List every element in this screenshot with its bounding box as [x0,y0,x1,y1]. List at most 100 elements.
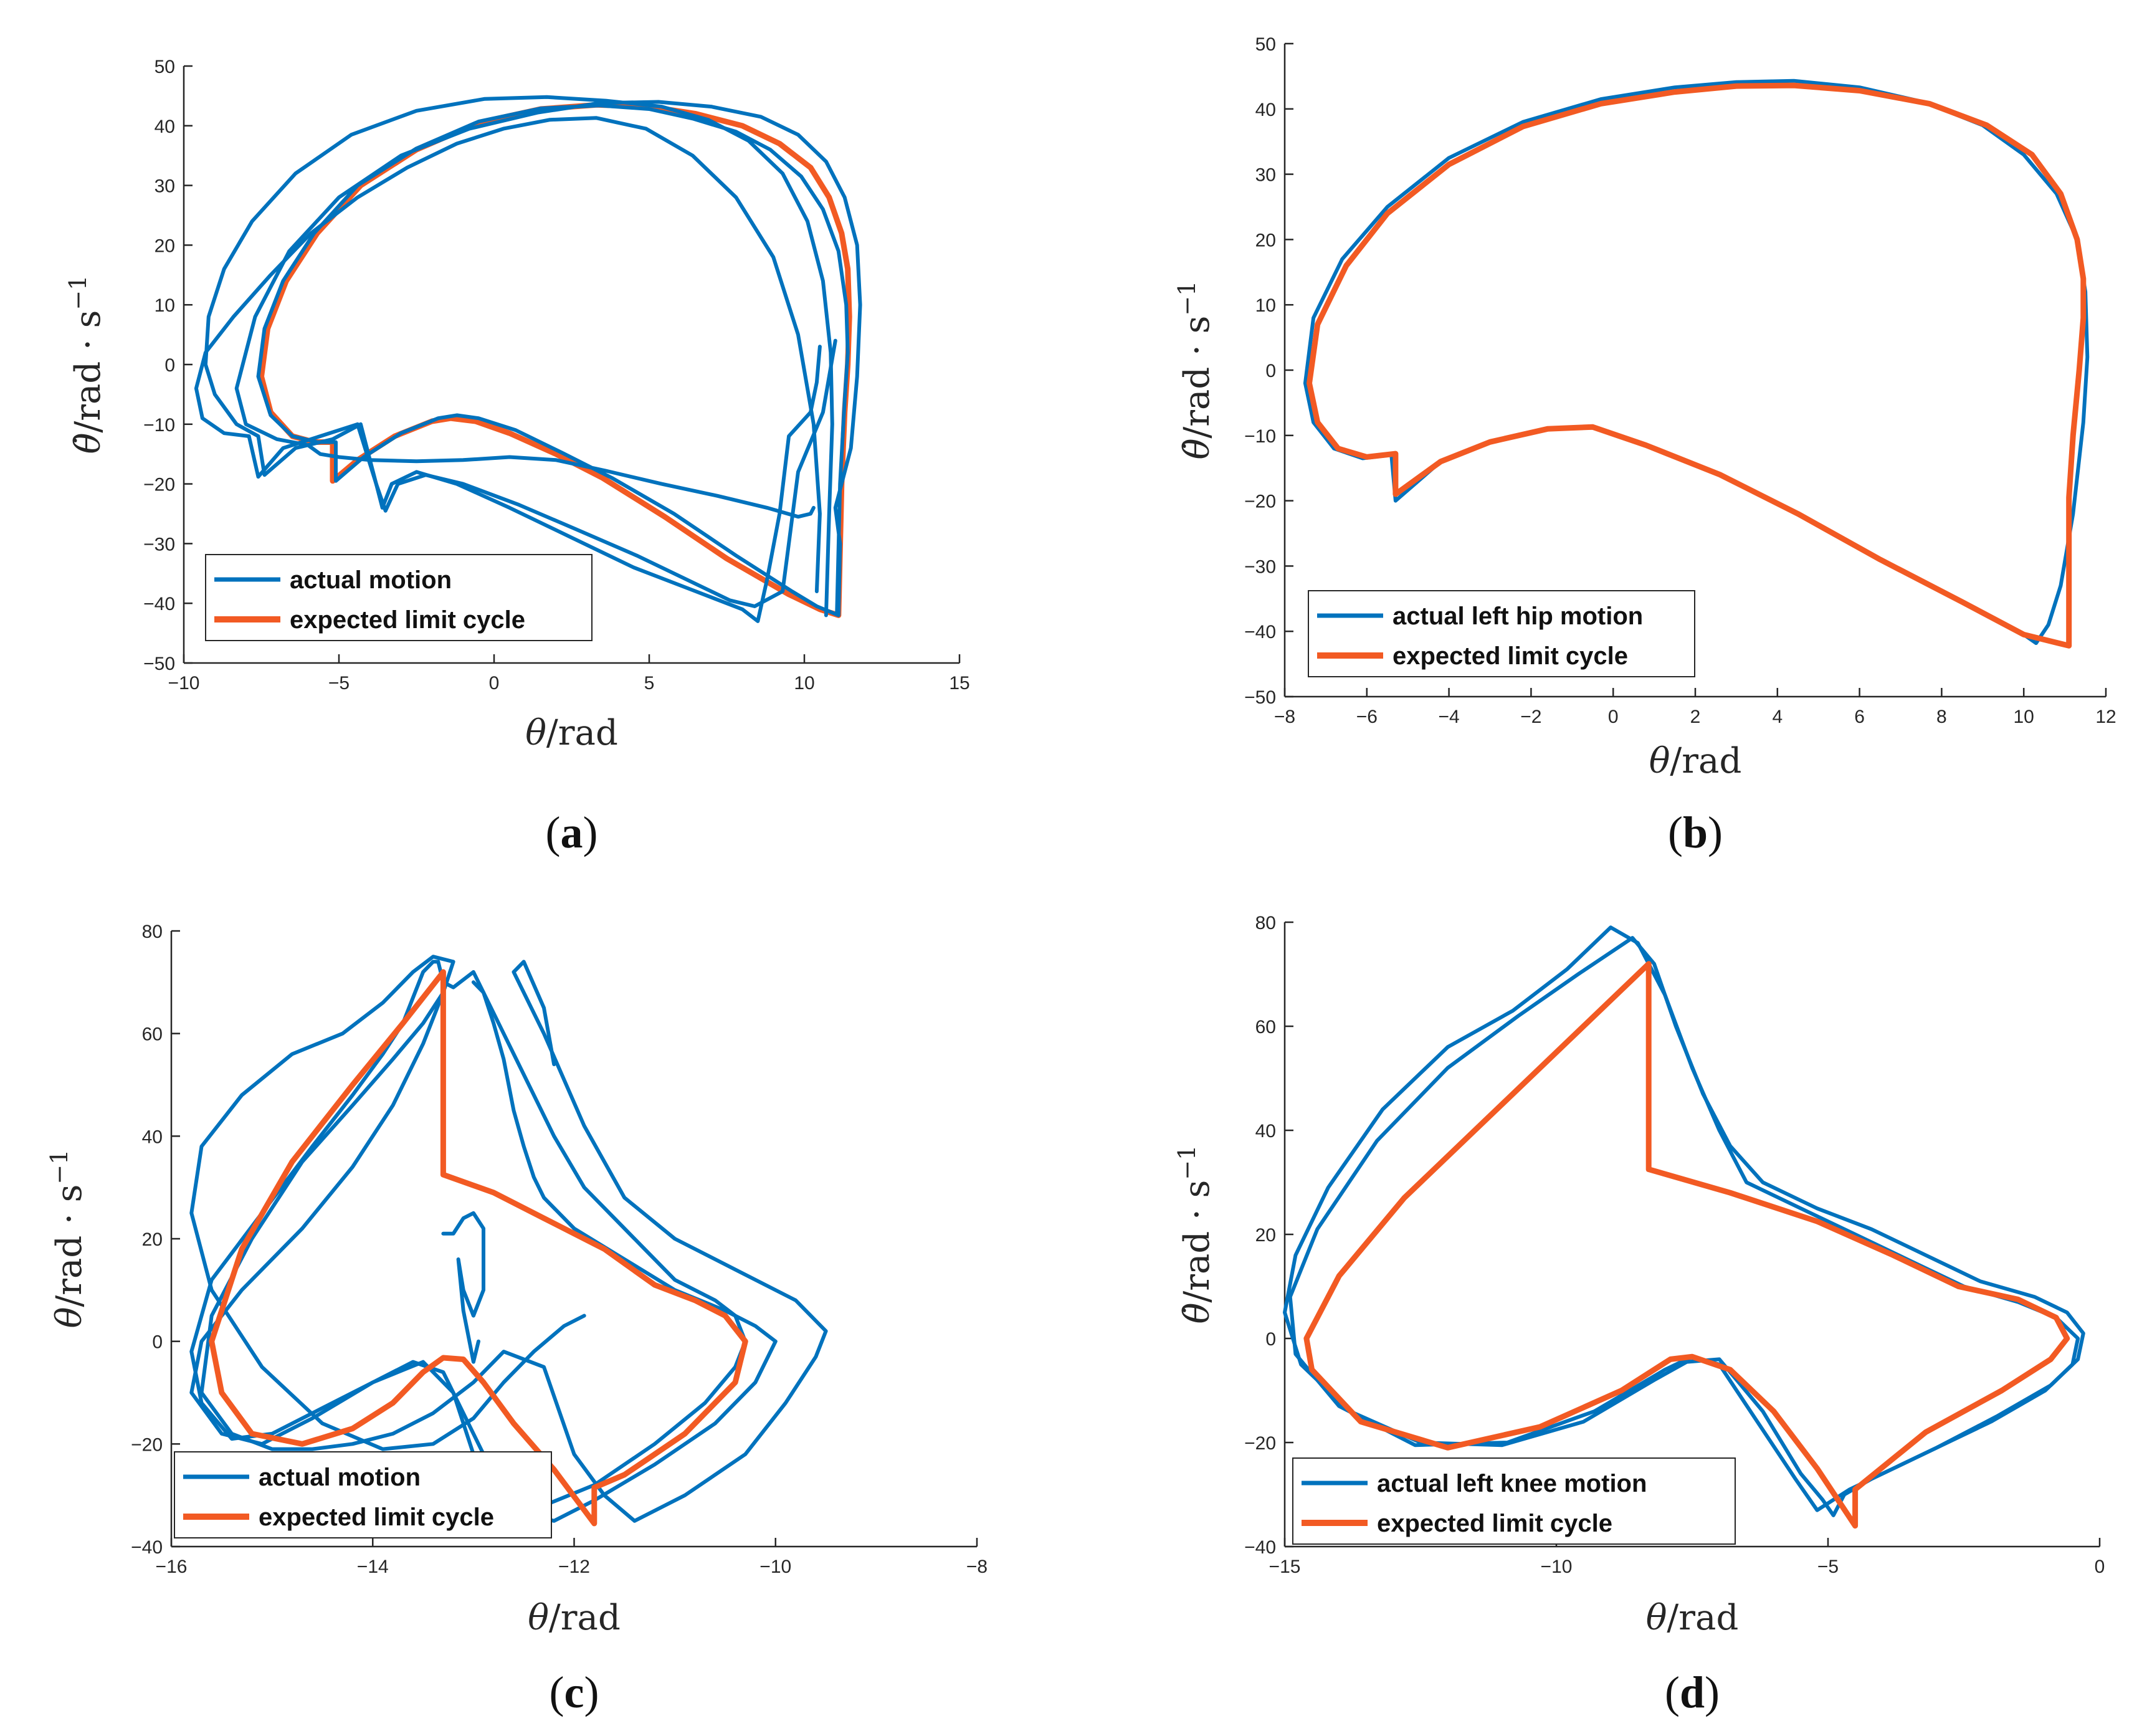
panel-label-close: ) [584,1667,599,1717]
y-axis-label-exponent: −1 [1173,281,1201,316]
y-axis-label-unit: /rad · s [1177,316,1217,439]
x-tick-label: 0 [1608,707,1619,727]
x-tick-label: −12 [558,1557,590,1577]
y-tick-label: 40 [142,1127,163,1147]
y-tick-label: 20 [1255,230,1276,250]
y-tick-label: 0 [152,1332,163,1353]
expected-limit-cycle-line [1307,82,2087,649]
y-axis-label-var: θ̇ [1177,439,1217,460]
actual-motion-line [1283,925,2080,1517]
panel-label-close: ) [583,808,598,857]
y-axis-label-exponent: −1 [64,275,92,310]
legend-label: actual left hip motion [1392,603,1643,630]
x-tick-label: 12 [2095,707,2116,727]
panel-label-close: ) [1705,1667,1720,1717]
x-tick-label: 2 [1690,707,1701,727]
x-axis-label: θ/rad [1649,741,1742,781]
x-tick-label: 6 [1854,707,1865,727]
y-axis-label-unit: /rad · s [1177,1180,1217,1303]
chart-panel-b: −8 −6 −4 −2 0 2 4 6 8 10 12−50−40−30−20−1001020304… [1173,34,2116,857]
x-tick-label: 10 [794,673,814,694]
y-axis-label: θ̇/rad · s−1 [1173,1145,1217,1324]
x-tick-label: 4 [1772,707,1783,727]
y-tick-label: 0 [1265,361,1276,381]
y-tick-label: −20 [143,475,175,495]
panel-label: (d) [1665,1667,1720,1717]
x-axis-label: θ/rad [528,1598,621,1638]
panel-label: (a) [546,808,598,857]
x-tick-label: −6 [1356,707,1378,727]
actual-motion-line [199,960,828,1523]
x-tick-label: 15 [949,673,969,694]
x-axis-label-unit: /rad [546,713,618,753]
x-tick-label: 0 [2095,1557,2105,1577]
y-tick-label: 10 [1255,295,1276,316]
x-tick-label: −14 [357,1557,389,1577]
panel-label-open: ( [1668,808,1683,857]
legend: actual motion expected limit cycle [205,554,593,641]
y-tick-label: 0 [1265,1329,1276,1350]
y-tick-label: 80 [142,922,163,942]
legend-label: expected limit cycle [259,1504,494,1531]
x-axis-label-var: θ [1646,1598,1667,1638]
x-tick-label: −10 [168,673,200,694]
y-tick-label: −40 [131,1537,163,1558]
y-tick-label: −30 [143,534,175,555]
y-tick-label: 20 [142,1229,163,1250]
y-axis-label-var: θ̇ [68,433,108,454]
legend: actual motion expected limit cycle [174,1451,552,1538]
actual-motion-line [203,95,834,623]
x-axis-label-var: θ [1649,741,1670,781]
expected-limit-cycle-line [209,969,748,1527]
x-tick-label: −10 [759,1557,791,1577]
x-axis-label-var: θ [528,1598,549,1638]
y-tick-label: 20 [155,236,175,256]
panel-label-open: ( [550,1667,564,1717]
y-tick-label: −50 [1244,687,1276,708]
x-axis-label: θ/rad [1646,1598,1739,1638]
expected-limit-cycle-line [259,102,852,618]
x-axis-label-var: θ [525,713,546,753]
legend-label: actual motion [290,566,452,594]
y-axis-label-var: θ̇ [1177,1303,1217,1324]
legend-label: actual left knee motion [1377,1470,1647,1497]
y-axis-label-unit: /rad · s [68,310,108,433]
y-tick-label: −40 [143,594,175,614]
legend-label: expected limit cycle [1392,642,1628,670]
y-axis-label: θ̇/rad · s−1 [64,275,108,454]
x-tick-label: 8 [1936,707,1947,727]
y-tick-label: 30 [155,176,175,197]
chart-panel-c: −16 −14 −12 −10 −8 −40 −20 0 20 40 60 80 actual moti… [45,922,988,1717]
panel-label-letter: a [561,808,583,857]
y-tick-label: 40 [155,117,175,137]
y-axis-label-unit: /rad · s [49,1185,90,1307]
x-tick-label: −16 [156,1557,188,1577]
panel-label-letter: d [1680,1667,1705,1717]
y-tick-label: 60 [1255,1017,1276,1037]
legend-box [1292,1457,1736,1545]
y-axis-label-var: θ [49,1307,90,1328]
y-tick-label: 40 [1255,100,1276,120]
y-tick-label: 50 [155,57,175,77]
legend: actual left knee motion expected limit cy… [1292,1457,1736,1545]
y-tick-label: 0 [164,355,175,376]
y-tick-label: −10 [143,415,175,436]
x-tick-label: −5 [328,673,350,694]
x-tick-label: −8 [966,1557,988,1577]
actual-motion-line [441,1211,485,1364]
y-tick-label: 20 [1255,1225,1276,1246]
y-tick-label: −50 [143,654,175,674]
chart-panel-d: −15 −10 −5 0 −40 −20 0 20 40 60 80 actual left knee… [1173,913,2105,1717]
legend-label: expected limit cycle [290,606,525,634]
actual-motion-line [189,960,748,1508]
actual-motion-line [194,116,837,608]
x-tick-label: −8 [1274,707,1295,727]
y-tick-label: 30 [1255,165,1276,186]
y-axis-label: θ̇/rad · s−1 [1173,281,1217,460]
y-tick-label: 60 [142,1024,163,1045]
legend-box [205,554,593,641]
legend-label: actual motion [259,1464,421,1491]
y-tick-label: 10 [155,295,175,316]
actual-motion-line [1288,936,2085,1512]
y-tick-label: −40 [1244,622,1276,642]
